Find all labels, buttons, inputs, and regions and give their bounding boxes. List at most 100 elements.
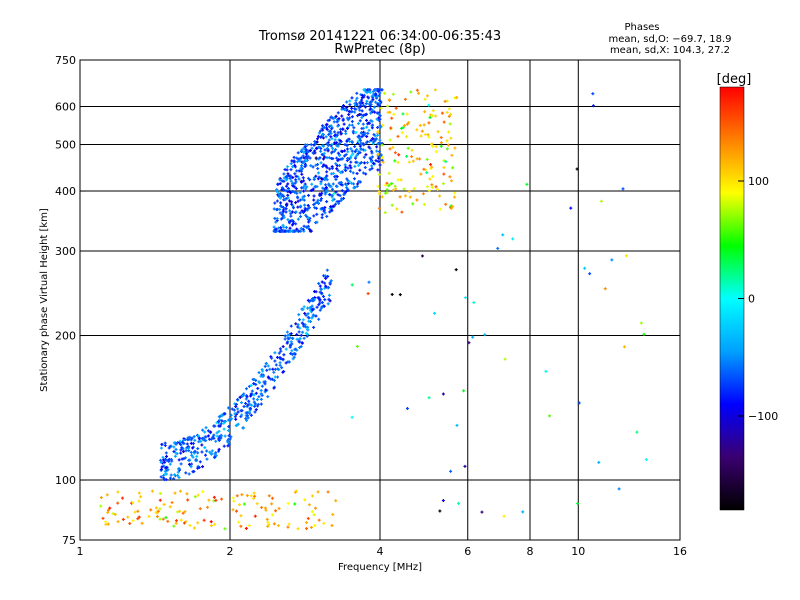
data-point <box>275 217 279 221</box>
data-point <box>285 174 289 178</box>
data-point <box>576 502 580 506</box>
data-point <box>429 113 433 117</box>
data-point <box>229 413 233 417</box>
data-point <box>252 382 256 386</box>
data-point <box>375 145 379 149</box>
data-point <box>278 355 282 359</box>
data-point <box>292 206 296 210</box>
data-point <box>311 165 315 169</box>
data-point <box>329 124 333 128</box>
data-point <box>316 198 320 202</box>
data-point <box>158 498 162 502</box>
data-point <box>276 367 280 371</box>
data-point <box>168 444 172 448</box>
data-point <box>321 186 325 190</box>
data-point <box>168 462 172 466</box>
data-point <box>304 154 308 158</box>
data-point <box>212 495 216 499</box>
data-point <box>285 341 289 345</box>
data-point <box>237 503 241 507</box>
data-point <box>434 145 438 149</box>
data-point <box>345 144 349 148</box>
data-point <box>352 182 356 186</box>
data-point <box>295 333 299 337</box>
data-point <box>367 280 371 284</box>
data-point <box>321 157 325 161</box>
data-point <box>214 454 218 458</box>
data-point <box>444 202 448 206</box>
data-point <box>317 131 321 135</box>
data-point <box>240 413 244 417</box>
data-point <box>309 189 313 193</box>
data-point <box>319 161 323 165</box>
data-point <box>131 519 135 523</box>
data-point <box>104 522 108 526</box>
data-point <box>304 148 308 152</box>
data-point <box>359 142 363 146</box>
data-point <box>277 506 281 510</box>
data-point <box>235 509 239 513</box>
data-point <box>235 494 239 498</box>
data-point <box>257 371 261 375</box>
data-point <box>296 205 300 209</box>
data-point <box>239 524 243 528</box>
data-point <box>338 194 342 198</box>
data-point <box>407 160 411 164</box>
data-point <box>354 107 358 111</box>
data-point <box>99 496 103 500</box>
colorbar-label: [deg] <box>717 72 752 87</box>
data-point <box>315 140 319 144</box>
data-point <box>244 401 248 405</box>
data-point <box>275 355 279 359</box>
data-point <box>324 176 328 180</box>
colorbar-tick-label: 0 <box>748 293 755 306</box>
data-point <box>343 154 347 158</box>
data-point <box>391 92 395 96</box>
data-point <box>137 499 141 503</box>
data-point <box>299 333 303 337</box>
data-point <box>394 106 398 110</box>
data-point <box>330 127 334 131</box>
data-point <box>291 336 295 340</box>
data-point <box>295 195 299 199</box>
data-point <box>325 178 329 182</box>
data-point <box>278 361 282 365</box>
data-point <box>312 198 316 202</box>
data-point <box>220 497 224 501</box>
data-point <box>310 304 314 308</box>
data-point <box>423 97 427 101</box>
data-point <box>310 146 314 150</box>
data-point <box>242 392 246 396</box>
data-point <box>376 160 380 164</box>
data-point <box>177 467 181 471</box>
data-point <box>307 319 311 323</box>
data-point <box>390 182 394 186</box>
data-point <box>380 158 384 162</box>
data-point <box>325 156 329 160</box>
data-point <box>203 435 207 439</box>
data-point <box>223 434 227 438</box>
data-point <box>345 147 349 151</box>
y-tick-label: 750 <box>55 54 76 67</box>
data-point <box>400 126 404 130</box>
data-point <box>247 399 251 403</box>
y-tick-label: 100 <box>55 474 76 487</box>
data-point <box>172 450 176 454</box>
data-point <box>236 397 240 401</box>
data-point <box>264 361 268 365</box>
data-point <box>299 226 303 230</box>
data-point <box>366 292 370 296</box>
data-point <box>227 418 231 422</box>
data-point <box>283 337 287 341</box>
data-point <box>392 112 396 116</box>
data-point <box>285 178 289 182</box>
data-point <box>362 104 366 108</box>
data-point <box>273 375 277 379</box>
data-point <box>432 311 436 315</box>
data-point <box>280 229 284 233</box>
data-point <box>205 505 209 509</box>
data-point <box>309 310 313 314</box>
data-point <box>363 105 367 109</box>
data-point <box>302 305 306 309</box>
data-point <box>222 427 226 431</box>
